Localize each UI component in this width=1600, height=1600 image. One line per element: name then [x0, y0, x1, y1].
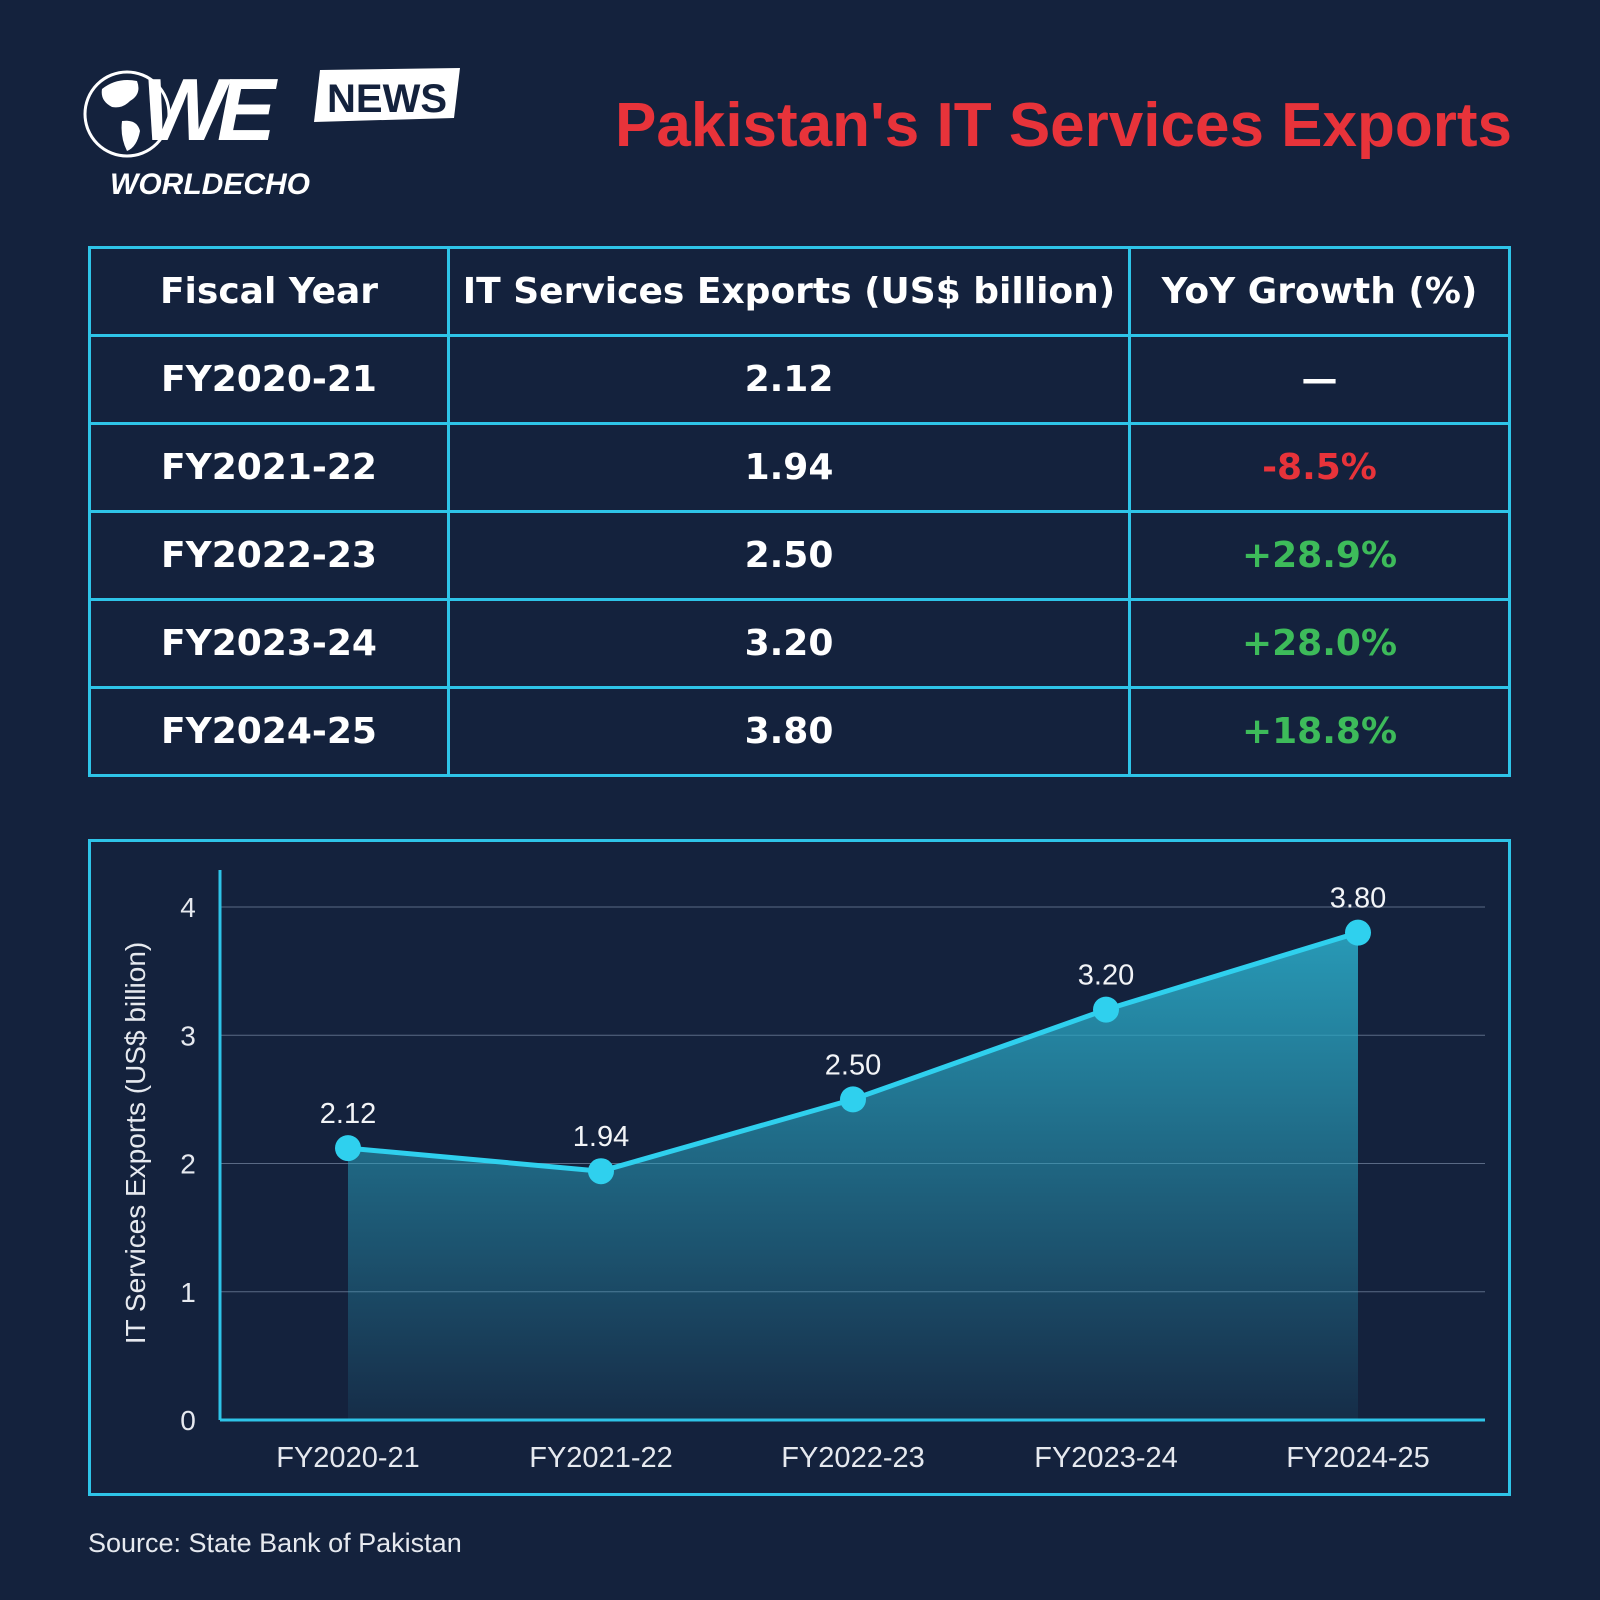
data-label: 3.80 [1330, 883, 1386, 915]
cell-fiscal-year: FY2020-21 [88, 334, 450, 425]
table-header-row: Fiscal Year IT Services Exports (US$ bil… [88, 246, 1511, 337]
cell-exports: 3.80 [447, 686, 1131, 777]
page-title: Pakistan's IT Services Exports [615, 91, 1512, 160]
header-exports: IT Services Exports (US$ billion) [447, 246, 1131, 337]
chart-panel [88, 839, 1511, 1496]
logo-badge: NEWS [327, 77, 447, 121]
cell-fiscal-year: FY2024-25 [88, 686, 450, 777]
y-axis-label: IT Services Exports (US$ billion) [120, 942, 151, 1345]
y-tick-label: 1 [180, 1277, 196, 1308]
y-tick-label: 0 [180, 1405, 196, 1436]
table-row: FY2024-25 3.80 +18.8% [88, 686, 1511, 777]
cell-growth: -8.5% [1128, 422, 1511, 513]
data-point [588, 1158, 614, 1185]
header-growth: YoY Growth (%) [1128, 246, 1511, 337]
data-point [335, 1135, 361, 1162]
worldecho-news-logo: WE NEWS WORLDECHO [82, 60, 482, 202]
data-label: 2.50 [825, 1049, 881, 1081]
x-tick-label: FY2024-25 [1286, 1442, 1430, 1474]
x-tick-label: FY2020-21 [276, 1442, 420, 1474]
x-tick-label: FY2021-22 [529, 1442, 673, 1474]
table-row: FY2021-22 1.94 -8.5% [88, 422, 1511, 513]
y-tick-label: 3 [180, 1020, 196, 1051]
data-label: 1.94 [573, 1121, 629, 1153]
y-tick-label: 4 [180, 892, 196, 923]
table-row: FY2023-24 3.20 +28.0% [88, 598, 1511, 689]
data-point [1345, 919, 1371, 946]
logo-we-mark: WE [142, 62, 278, 159]
cell-growth: +18.8% [1128, 686, 1511, 777]
cell-growth: +28.9% [1128, 510, 1511, 601]
data-point [840, 1086, 866, 1113]
data-point [1093, 996, 1119, 1023]
cell-exports: 2.50 [447, 510, 1131, 601]
x-tick-label: FY2023-24 [1034, 1442, 1178, 1474]
cell-growth: +28.0% [1128, 598, 1511, 689]
cell-exports: 3.20 [447, 598, 1131, 689]
area-fill [348, 932, 1358, 1420]
exports-table: Fiscal Year IT Services Exports (US$ bil… [88, 246, 1511, 777]
cell-exports: 2.12 [447, 334, 1131, 425]
source-note: Source: State Bank of Pakistan [88, 1528, 462, 1558]
data-label: 2.12 [320, 1098, 376, 1130]
cell-exports: 1.94 [447, 422, 1131, 513]
x-tick-label: FY2022-23 [781, 1442, 925, 1474]
table-row: FY2020-21 2.12— [88, 334, 1511, 425]
logo-name: WORLDECHO [110, 168, 310, 201]
cell-fiscal-year: FY2022-23 [88, 510, 450, 601]
cell-fiscal-year: FY2021-22 [88, 422, 450, 513]
y-tick-label: 2 [180, 1149, 196, 1180]
header-fiscal-year: Fiscal Year [88, 246, 450, 337]
cell-growth: — [1128, 334, 1511, 425]
data-label: 3.20 [1078, 960, 1134, 992]
table-row: FY2022-23 2.50 +28.9% [88, 510, 1511, 601]
cell-fiscal-year: FY2023-24 [88, 598, 450, 689]
